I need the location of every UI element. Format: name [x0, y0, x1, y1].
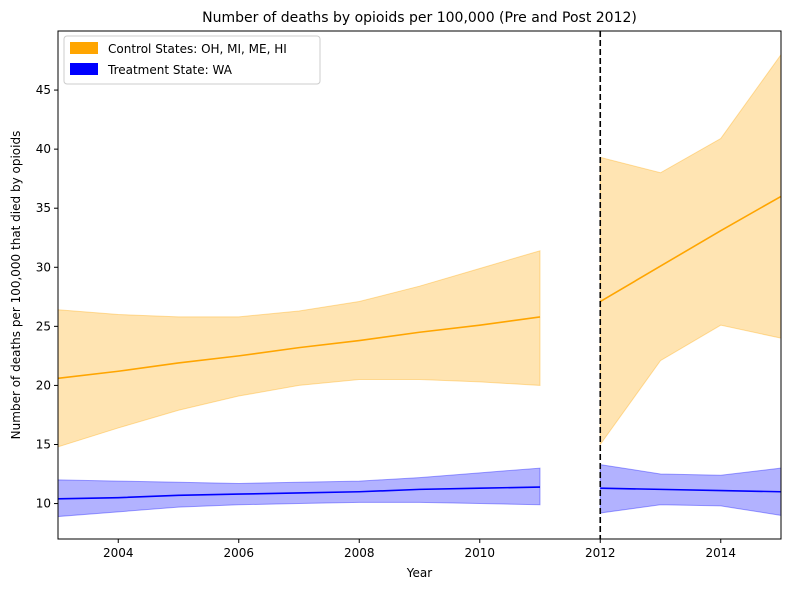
- x-axis-ticks: 2004 2006 2008 2010 2012 2014: [103, 539, 736, 560]
- y-axis-ticks: 10 15 20 25 30 35 40 45: [36, 83, 58, 511]
- legend: Control States: OH, MI, ME, HI Treatment…: [63, 35, 321, 85]
- series-lines: [57, 195, 782, 500]
- x-tick-label-2010: 2010: [464, 546, 495, 560]
- legend-swatch-treatment: [70, 63, 98, 75]
- y-tick-label-20: 20: [36, 378, 51, 392]
- chart-title: Number of deaths by opioids per 100,000 …: [202, 10, 637, 26]
- y-tick-label-45: 45: [36, 83, 51, 97]
- line-series-0-segment-0: [57, 316, 541, 380]
- legend-label-treatment: Treatment State: WA: [107, 63, 233, 77]
- line-series-1-segment-1: [600, 487, 782, 493]
- y-tick-label-30: 30: [36, 260, 51, 274]
- confidence-bands: [57, 53, 782, 518]
- x-axis-label: Year: [406, 566, 432, 580]
- y-tick-label-15: 15: [36, 437, 51, 451]
- y-tick-label-10: 10: [36, 497, 51, 511]
- y-tick-label-40: 40: [36, 142, 51, 156]
- legend-box: [63, 35, 321, 85]
- x-tick-label-2004: 2004: [103, 546, 134, 560]
- x-tick-label-2014: 2014: [705, 546, 736, 560]
- band-series-0-segment-0: [57, 250, 541, 448]
- y-axis-label: Number of deaths per 100,000 that died b…: [9, 131, 23, 440]
- line-series-0-segment-1: [599, 195, 782, 303]
- band-series-0-segment-1: [599, 53, 782, 447]
- y-tick-label-25: 25: [36, 319, 51, 333]
- line-series-1-segment-0: [57, 486, 541, 500]
- legend-swatch-control: [70, 42, 98, 54]
- x-tick-label-2006: 2006: [223, 546, 254, 560]
- plot-frame: [57, 30, 782, 540]
- y-tick-label-35: 35: [36, 201, 51, 215]
- x-tick-label-2008: 2008: [344, 546, 375, 560]
- x-tick-label-2012: 2012: [585, 546, 616, 560]
- legend-label-control: Control States: OH, MI, ME, HI: [108, 42, 287, 56]
